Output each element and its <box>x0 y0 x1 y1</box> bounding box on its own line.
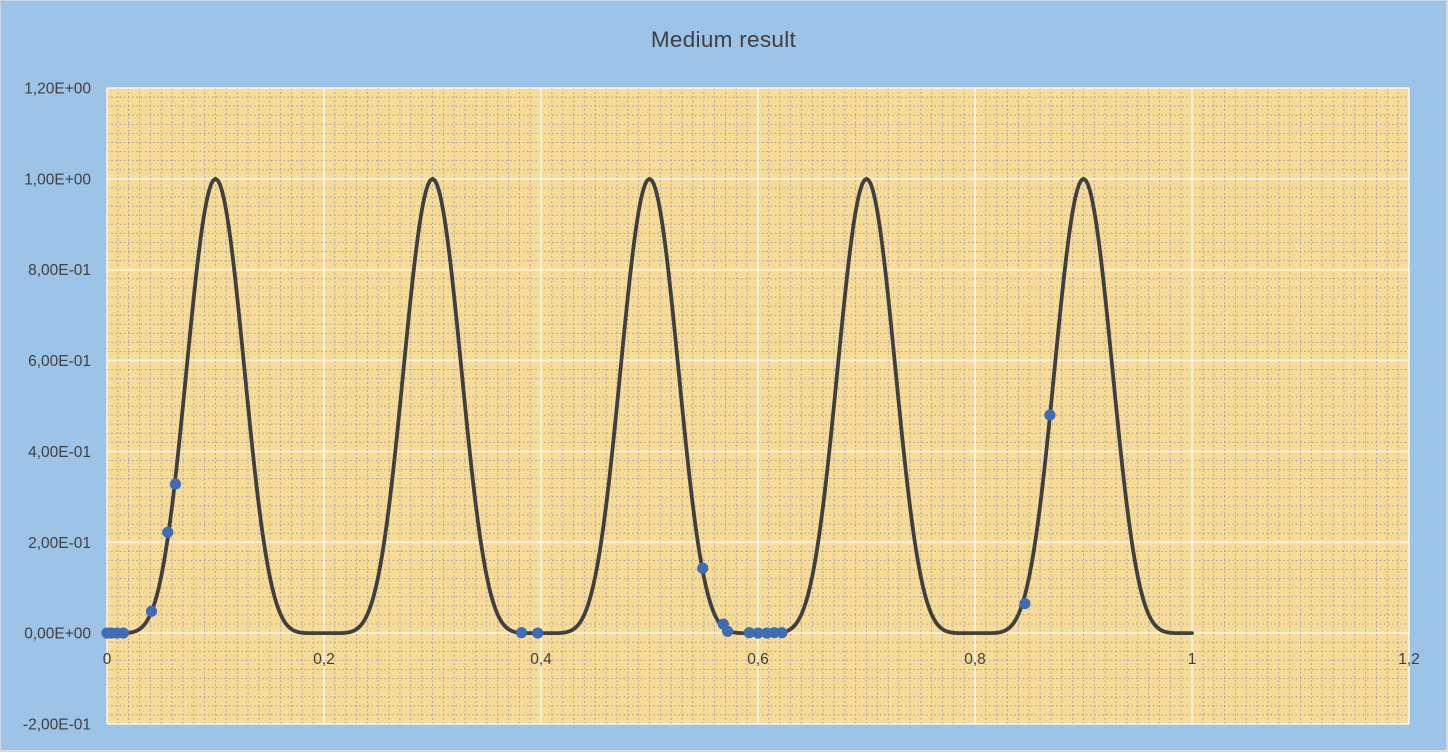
scatter-point <box>145 605 158 617</box>
scatter-point <box>532 627 544 639</box>
scatter-point <box>776 627 788 639</box>
scatter-point <box>117 627 129 639</box>
x-axis-tick-label: 0,8 <box>964 651 986 668</box>
y-axis-tick-label: 1,20E+00 <box>24 81 91 98</box>
scatter-point <box>752 627 764 639</box>
scatter-point <box>697 562 709 574</box>
y-axis-tick-label: 0,00E+00 <box>24 626 91 643</box>
y-axis-tick-label: -2,00E-01 <box>23 717 91 734</box>
scatter-point <box>743 627 755 639</box>
scatter-point <box>515 627 528 639</box>
x-axis-tick-label: 1 <box>1188 651 1197 668</box>
scatter-point <box>162 526 174 538</box>
x-axis-tick-label: 1,2 <box>1398 651 1420 668</box>
x-axis-tick-label: 0,2 <box>313 651 335 668</box>
y-axis-tick-label: 8,00E-01 <box>28 262 91 279</box>
y-axis-tick-label: 6,00E-01 <box>28 353 91 370</box>
x-axis-tick-labels: 0 0,2 0,4 0,6 0,8 1 1,2 <box>103 651 1420 668</box>
sample-points <box>101 409 1056 639</box>
x-axis-tick-label: 0 <box>103 651 112 668</box>
y-axis-tick-label: 1,00E+00 <box>24 171 91 188</box>
scatter-point <box>1044 409 1056 421</box>
chart-title: Medium result <box>650 27 797 52</box>
exact-solution-curve <box>105 176 1194 636</box>
scatter-point <box>169 478 181 490</box>
y-axis-tick-label: 2,00E-01 <box>28 535 91 552</box>
x-axis-tick-label: 0,4 <box>530 651 552 668</box>
y-axis-tick-label: 4,00E-01 <box>28 444 91 461</box>
scatter-point <box>1019 598 1031 610</box>
x-axis-tick-label: 0,6 <box>747 651 769 668</box>
y-axis-tick-labels: 1,20E+00 1,00E+00 8,00E-01 6,00E-01 4,00E-01… <box>23 81 91 734</box>
scatter-point <box>722 625 734 637</box>
